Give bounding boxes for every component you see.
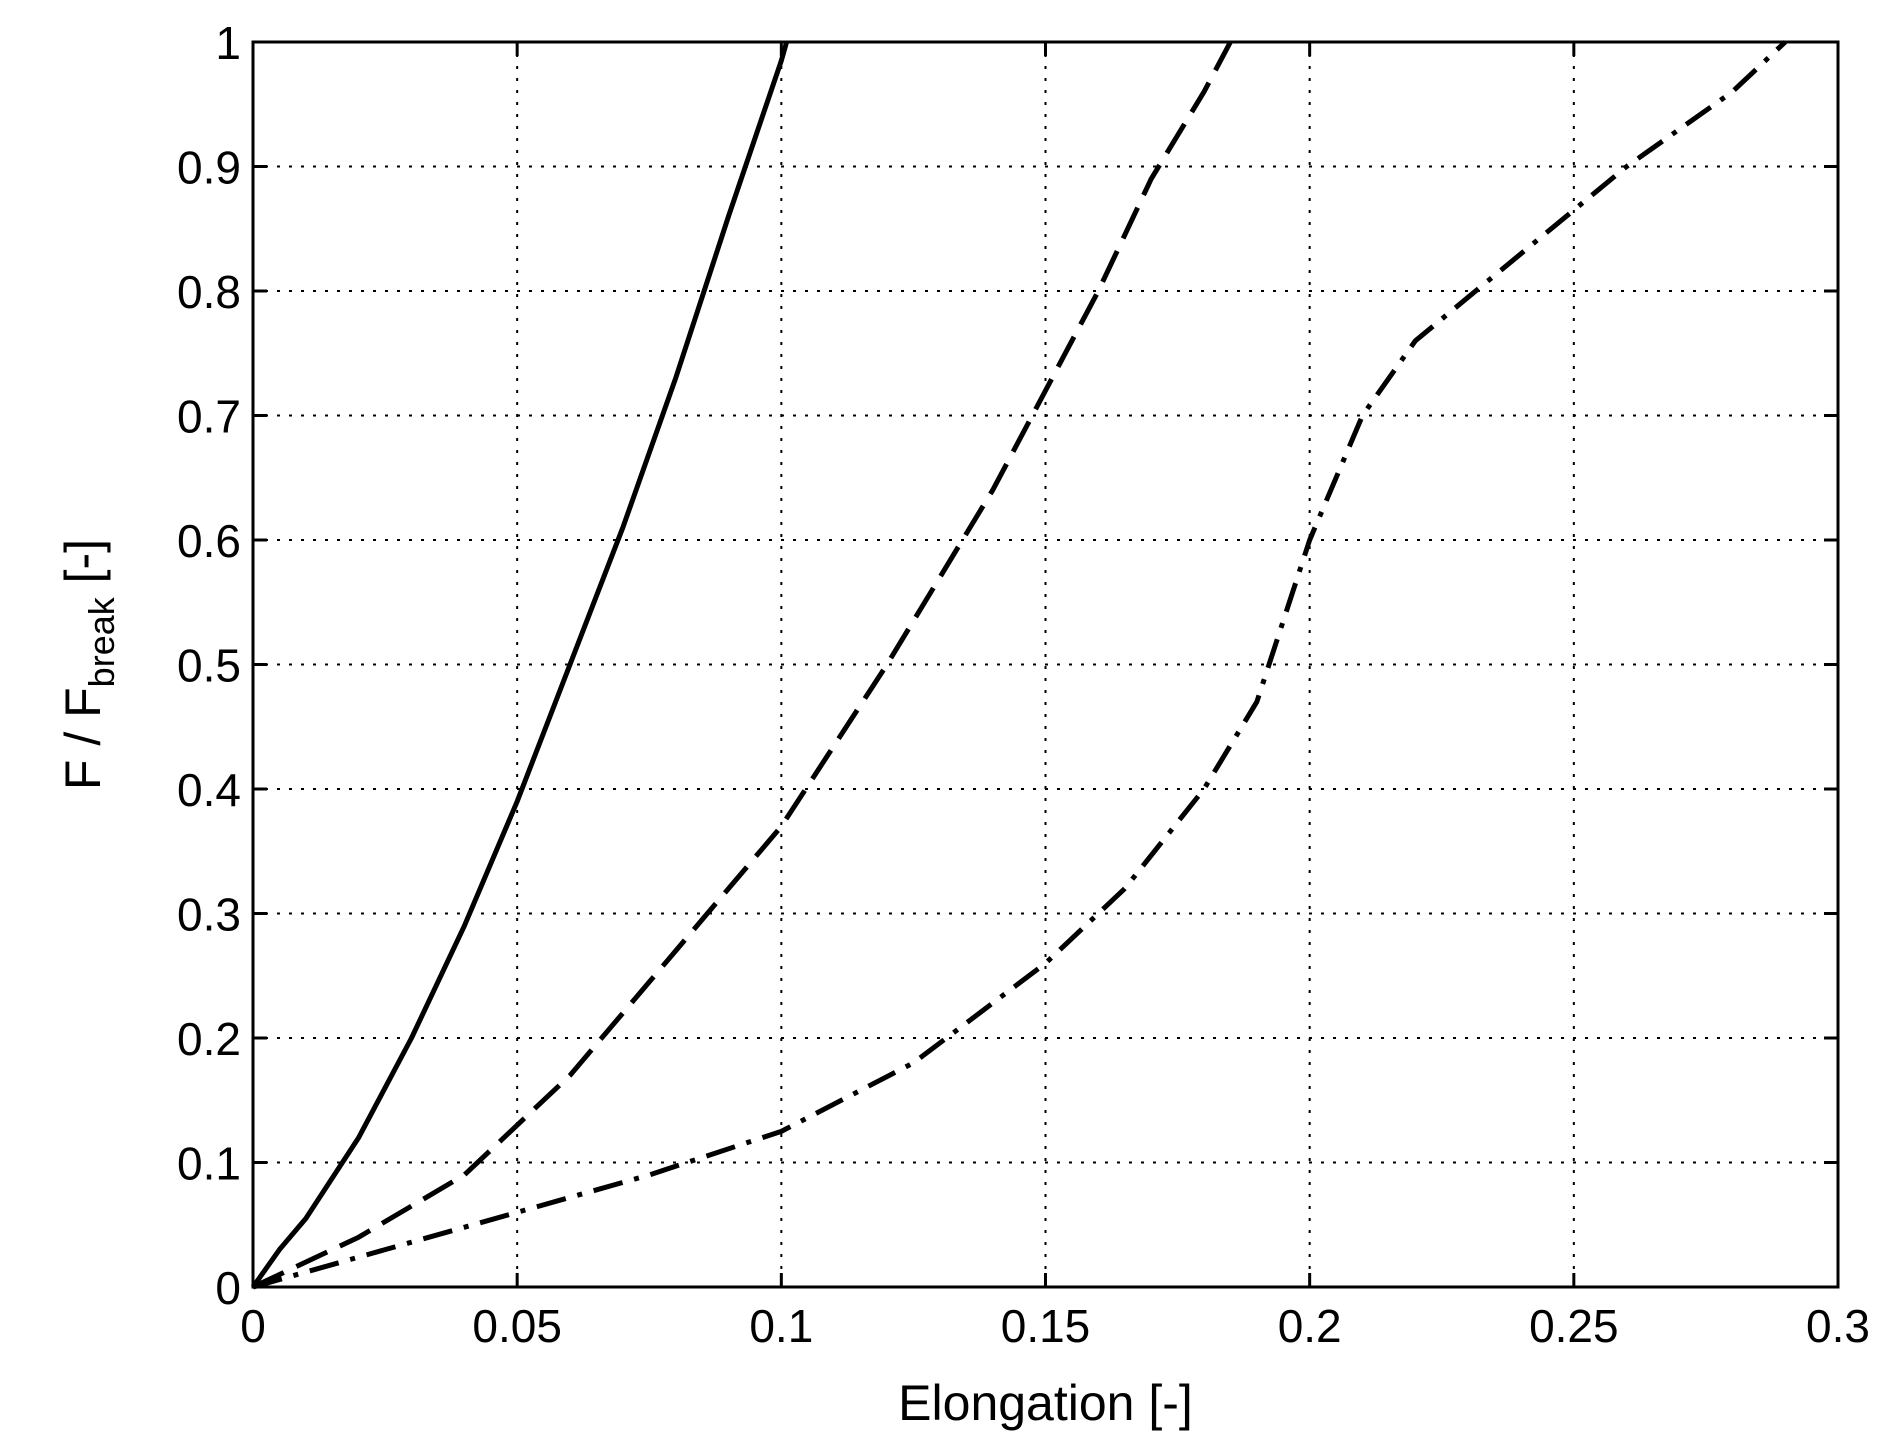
series-line-solid: [250, 41, 790, 1289]
x-tick-label: 0.15: [1001, 1300, 1091, 1352]
y-tick-label: 0.6: [177, 515, 241, 567]
y-tick-label: 0.3: [177, 889, 241, 941]
axis-ticks: [251, 40, 1840, 1289]
y-tick-label: 0.9: [177, 142, 241, 194]
y-tick-label: 0.2: [177, 1013, 241, 1065]
y-tick-label: 0.7: [177, 391, 241, 443]
series-line-dashdot: [252, 40, 1787, 1290]
y-tick-label: 0.8: [177, 266, 241, 318]
x-tick-label: 0.3: [1806, 1300, 1870, 1352]
y-tick-labels: 0 0.1 0.2 0.3 0.4 0.5 0.6 0.7 0.8 0.9 1: [177, 17, 241, 1314]
y-tick-label: 0.4: [177, 764, 241, 816]
y-axis-label-subscript: break: [81, 596, 122, 687]
x-tick-labels: 0 0.05 0.1 0.15 0.2 0.25 0.3: [240, 1300, 1870, 1352]
series-line-dashed: [251, 40, 1233, 1290]
y-axis-label: F / Fbreak [-]: [55, 539, 122, 790]
y-tick-label: 0: [215, 1262, 241, 1314]
series-group: [250, 40, 1787, 1290]
x-axis-label: Elongation [-]: [898, 1375, 1193, 1431]
x-tick-label: 0.1: [749, 1300, 813, 1352]
x-tick-label: 0.25: [1529, 1300, 1619, 1352]
x-tick-label: 0.2: [1278, 1300, 1342, 1352]
y-axis-label-prefix: F / F: [55, 687, 111, 790]
y-axis-label-suffix: [-]: [55, 539, 111, 597]
grid-lines: [253, 42, 1838, 1287]
x-tick-label: 0.05: [472, 1300, 562, 1352]
y-tick-label: 1: [215, 17, 241, 69]
y-tick-label: 0.1: [177, 1138, 241, 1190]
x-tick-label: 0: [240, 1300, 266, 1352]
y-tick-label: 0.5: [177, 640, 241, 692]
